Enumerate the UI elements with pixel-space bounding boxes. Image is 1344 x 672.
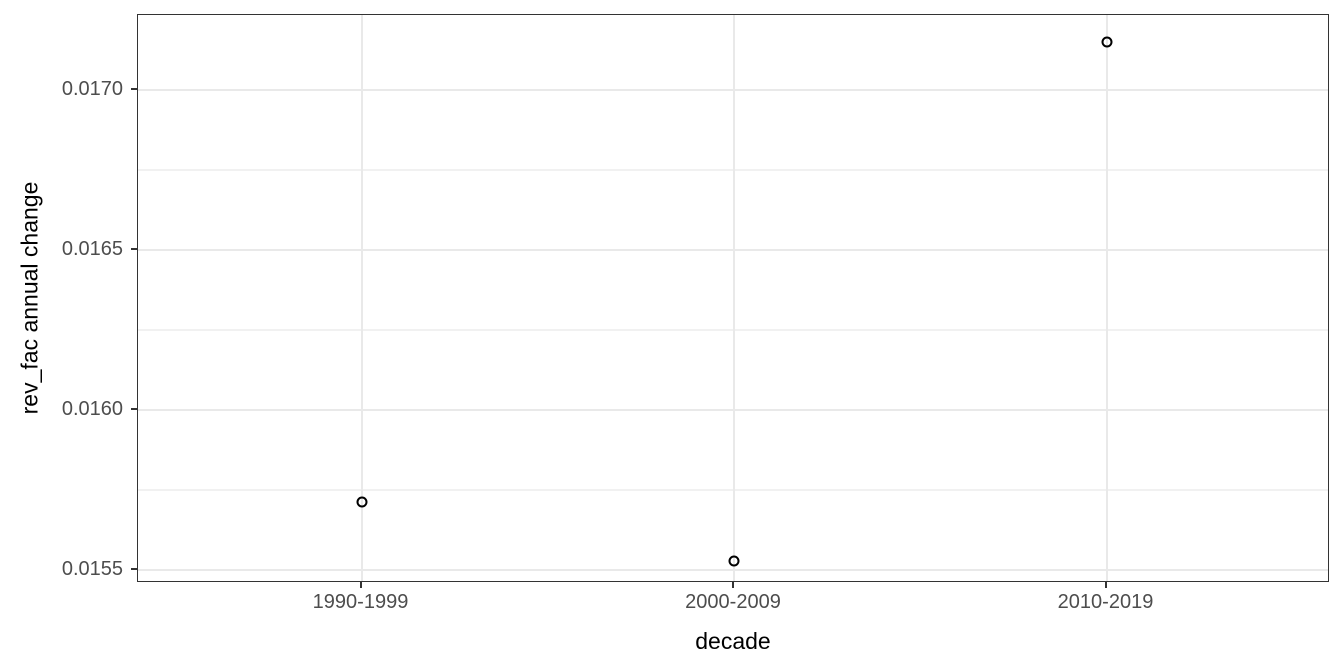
gridline-x-major [360, 15, 363, 581]
y-axis-tick [131, 88, 137, 90]
y-axis-tick [131, 408, 137, 410]
gridline-x-major [1105, 15, 1108, 581]
x-axis-tick-label: 2010-2019 [1057, 591, 1154, 613]
x-axis-tick [732, 582, 734, 588]
x-axis-tick [1104, 582, 1107, 588]
y-axis-tick [131, 568, 137, 570]
x-axis-tick-label: 2000-2009 [685, 591, 781, 613]
y-axis-tick-label: 0.0155 [61, 558, 123, 580]
x-axis-title: decade [695, 628, 771, 654]
y-axis-tick-label: 0.0160 [61, 398, 123, 420]
y-axis-tick-label: 0.0170 [61, 78, 123, 100]
x-axis-tick [359, 582, 362, 588]
plot-panel [137, 14, 1329, 582]
data-point [356, 496, 367, 508]
x-axis-tick-label: 1990-1999 [312, 591, 409, 613]
y-axis-tick-label: 0.0165 [61, 238, 123, 260]
data-point [728, 555, 740, 567]
y-axis-title: rev_fac annual change [16, 181, 43, 415]
y-axis-tick [131, 248, 137, 250]
gridline-x-major [733, 15, 735, 581]
data-point [1101, 36, 1112, 48]
